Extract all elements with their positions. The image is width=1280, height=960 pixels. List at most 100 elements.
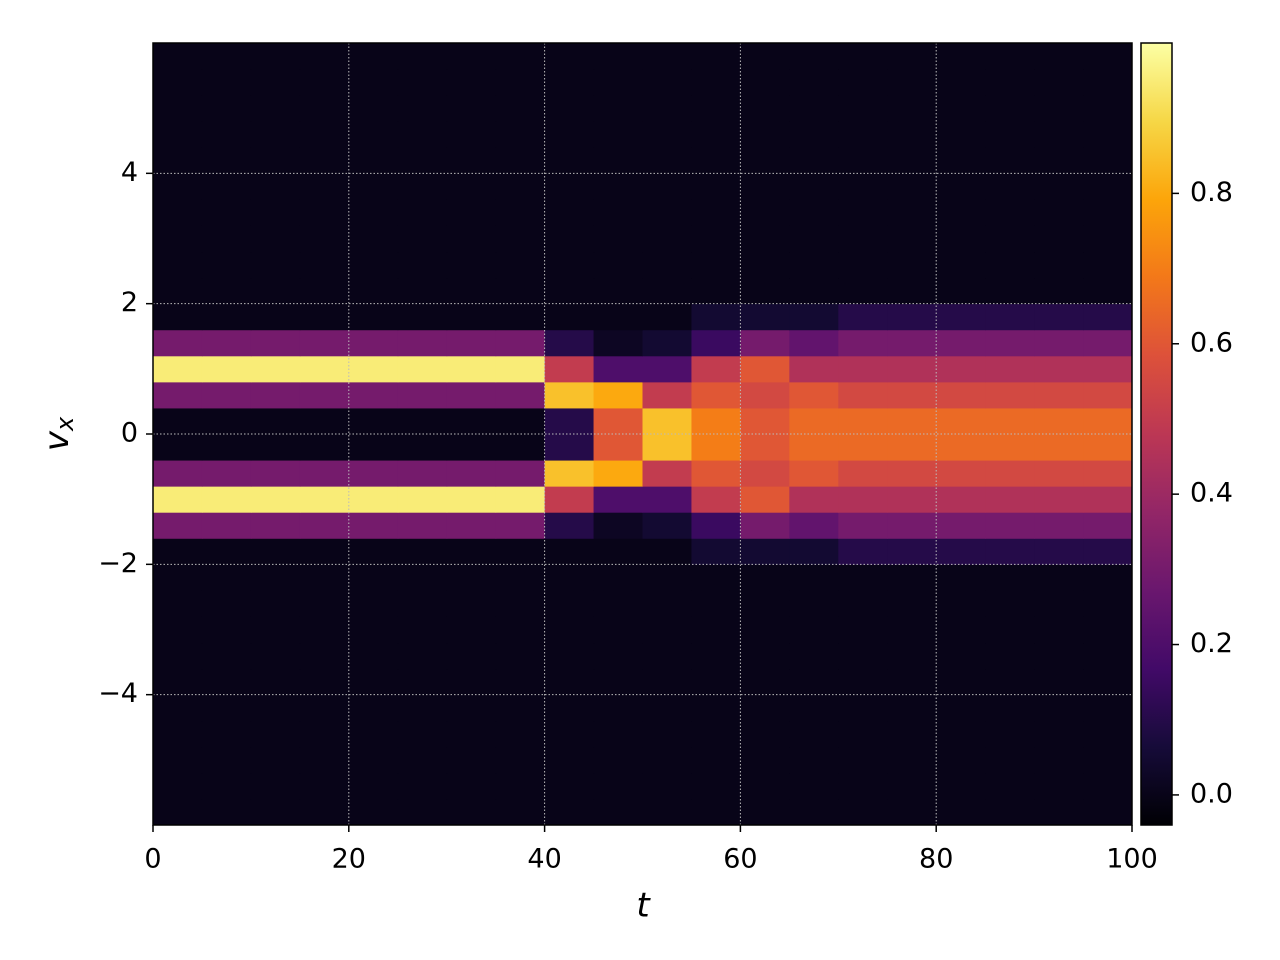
heatmap-cell	[348, 616, 399, 644]
heatmap-cell	[153, 147, 203, 174]
heatmap-cell	[593, 798, 643, 826]
heatmap-cell	[740, 512, 790, 539]
heatmap-cell	[789, 225, 839, 253]
heatmap-cell	[838, 95, 888, 122]
heatmap-cell	[544, 798, 595, 826]
heatmap-cell	[397, 616, 448, 644]
heatmap-cell	[642, 746, 692, 774]
heatmap-cell	[1034, 564, 1084, 591]
heatmap-cell	[642, 616, 692, 644]
heatmap-cell	[936, 564, 986, 591]
heatmap-cell	[397, 720, 448, 748]
heatmap-cell	[250, 381, 301, 409]
heatmap-cell	[789, 434, 839, 461]
heatmap-cell	[446, 225, 497, 253]
heatmap-cell	[789, 616, 839, 644]
heatmap-cell	[299, 616, 350, 644]
heatmap-cell	[642, 694, 692, 722]
heatmap-cell	[642, 590, 692, 617]
heatmap-cell	[691, 173, 741, 200]
heatmap-cell	[348, 381, 399, 409]
heatmap-cell	[838, 69, 888, 96]
heatmap-cell	[348, 564, 399, 591]
heatmap-cell	[201, 147, 252, 174]
heatmap-cell	[348, 590, 399, 617]
heatmap-cell	[985, 43, 1035, 70]
heatmap-cell	[691, 434, 741, 461]
heatmap-cell	[153, 486, 203, 513]
heatmap-cell	[250, 225, 301, 253]
heatmap-cell	[299, 225, 350, 253]
heatmap-cell	[446, 277, 497, 305]
heatmap-cell	[789, 355, 839, 383]
heatmap-cell	[1034, 381, 1084, 409]
heatmap-cell	[936, 329, 986, 357]
x-axis-label: t	[636, 886, 651, 926]
heatmap-cell	[691, 746, 741, 774]
heatmap-cell	[838, 564, 888, 591]
heatmap-cell	[348, 251, 399, 279]
heatmap-cell	[250, 173, 301, 200]
heatmap-cell	[593, 538, 643, 565]
heatmap-cell	[153, 173, 203, 200]
heatmap-cell	[936, 277, 986, 305]
heatmap-cell	[691, 121, 741, 148]
heatmap-cell	[887, 564, 937, 591]
heatmap-cell	[740, 616, 790, 644]
heatmap-cell	[348, 720, 399, 748]
heatmap-cell	[299, 720, 350, 748]
heatmap-cell	[740, 486, 790, 513]
heatmap-cell	[936, 772, 986, 800]
heatmap-cell	[838, 199, 888, 226]
heatmap-cell	[593, 43, 643, 70]
heatmap-cell	[544, 434, 595, 461]
heatmap-cell	[250, 538, 301, 565]
heatmap-cell	[495, 95, 546, 122]
heatmap-cell	[1034, 199, 1084, 226]
heatmap-cell	[691, 355, 741, 383]
heatmap-cell	[153, 43, 203, 70]
heatmap-cell	[642, 381, 692, 409]
heatmap-cell	[936, 95, 986, 122]
heatmap-cell	[299, 460, 350, 487]
heatmap-cell	[887, 434, 937, 461]
heatmap-cell	[1034, 329, 1084, 357]
heatmap-cell	[789, 486, 839, 513]
heatmap-cell	[936, 746, 986, 774]
x-tick-label: 40	[527, 844, 561, 875]
heatmap-cell	[544, 225, 595, 253]
heatmap-cell	[740, 355, 790, 383]
heatmap-cell	[153, 538, 203, 565]
colorbar-tick-label: 0.6	[1190, 327, 1233, 358]
heatmap-cell	[691, 95, 741, 122]
heatmap-cell	[789, 251, 839, 279]
heatmap-cell	[838, 772, 888, 800]
heatmap-cell	[838, 173, 888, 200]
heatmap-cell	[250, 303, 301, 331]
heatmap-cell	[887, 225, 937, 253]
heatmap-cell	[887, 668, 937, 696]
heatmap-cell	[691, 277, 741, 305]
heatmap-cell	[593, 147, 643, 174]
heatmap-cell	[985, 381, 1035, 409]
heatmap-cell	[495, 69, 546, 96]
heatmap-cell	[348, 225, 399, 253]
heatmap-cell	[495, 616, 546, 644]
heatmap-cell	[936, 407, 986, 435]
heatmap-cell	[642, 486, 692, 513]
heatmap-cell	[544, 538, 595, 565]
heatmap-cell	[201, 199, 252, 226]
heatmap-cell	[250, 407, 301, 435]
heatmap-cell	[1034, 460, 1084, 487]
heatmap-cell	[544, 746, 595, 774]
heatmap-cell	[153, 95, 203, 122]
heatmap-cell	[250, 199, 301, 226]
heatmap-cell	[446, 251, 497, 279]
heatmap-cell	[544, 147, 595, 174]
heatmap-cell	[495, 564, 546, 591]
heatmap-cell	[887, 642, 937, 670]
heatmap-cell	[250, 277, 301, 305]
heatmap-cell	[936, 173, 986, 200]
heatmap-cell	[838, 798, 888, 826]
